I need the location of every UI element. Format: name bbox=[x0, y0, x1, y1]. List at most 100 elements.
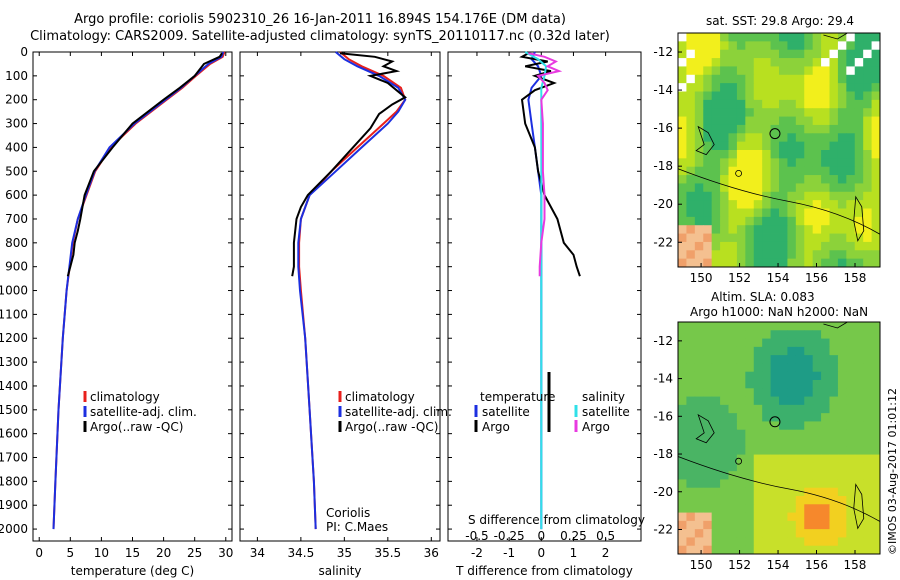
sla-map-cell bbox=[745, 388, 755, 397]
sst-map-cell bbox=[720, 108, 729, 117]
sst-map-cell bbox=[762, 108, 771, 117]
sst-map-cell bbox=[779, 166, 788, 176]
salinity-series-0 bbox=[298, 51, 407, 530]
sla-map-cell bbox=[770, 421, 780, 431]
sst-map-cell bbox=[736, 200, 746, 209]
sla-map-cell bbox=[837, 421, 847, 431]
sla-map-cell bbox=[686, 520, 696, 530]
sst-map-cell bbox=[711, 108, 721, 117]
sst-map-cell bbox=[871, 200, 881, 209]
sla-map-cell bbox=[770, 322, 780, 331]
sst-map-cell bbox=[821, 91, 830, 101]
sst-lat-label: -18 bbox=[653, 159, 673, 173]
sla-map-cell bbox=[736, 388, 746, 397]
sst-lon-label: 156 bbox=[805, 271, 828, 285]
sst-map-cell bbox=[863, 233, 872, 243]
sst-map-cell bbox=[770, 183, 780, 193]
sst-map-cell bbox=[720, 124, 729, 134]
sla-map-cell bbox=[762, 454, 771, 464]
sst-map-cell bbox=[678, 150, 687, 159]
sst-map-cell bbox=[762, 158, 771, 168]
sla-map-cell bbox=[686, 322, 696, 331]
sla-map-cell bbox=[837, 520, 847, 530]
sla-map-cell bbox=[736, 454, 746, 464]
sst-map-cell bbox=[703, 233, 713, 243]
sst-map-cell bbox=[686, 208, 696, 218]
sla-map-cell bbox=[787, 529, 797, 538]
sst-map-cell bbox=[694, 33, 704, 42]
temperature-xtick-label: 10 bbox=[94, 546, 109, 560]
sla-map-cell bbox=[762, 330, 771, 339]
sla-map-cell bbox=[821, 322, 830, 331]
salinity-series-2 bbox=[291, 52, 407, 277]
sla-map-cell bbox=[795, 454, 805, 464]
sst-map-cell bbox=[703, 208, 713, 218]
sla-map-cell bbox=[829, 454, 839, 464]
sla-map-cell bbox=[770, 396, 780, 406]
sla-map-cell bbox=[854, 396, 864, 406]
sla-map-cell bbox=[720, 371, 729, 381]
sla-map-cell bbox=[871, 363, 881, 373]
sst-map-cell bbox=[711, 175, 721, 184]
sla-map-cell bbox=[728, 512, 738, 522]
sst-map-cell bbox=[804, 200, 814, 209]
sla-map-cell bbox=[846, 371, 856, 381]
sla-map-cell bbox=[703, 322, 713, 331]
sst-map-cell bbox=[694, 41, 704, 51]
sst-map-cell bbox=[678, 91, 687, 101]
sst-map-cell bbox=[720, 133, 729, 143]
sla-map-cell bbox=[728, 429, 738, 439]
sla-map-cell bbox=[812, 496, 822, 505]
sst-map-cell bbox=[736, 241, 746, 251]
sla-map-cell bbox=[779, 421, 788, 431]
sst-map-cell bbox=[770, 33, 780, 42]
sla-map-cell bbox=[804, 322, 814, 331]
sla-map-cell bbox=[871, 380, 881, 389]
sst-map-cell bbox=[762, 150, 771, 159]
sla-map-cell bbox=[720, 388, 729, 397]
sla-map-cell bbox=[678, 529, 687, 538]
sla-map-cell bbox=[762, 471, 771, 480]
sla-map-cell bbox=[829, 355, 839, 364]
sla-map-cell bbox=[762, 338, 771, 348]
sla-map-cell bbox=[837, 545, 847, 555]
sst-map-cell bbox=[770, 66, 780, 76]
sla-map-cell bbox=[795, 421, 805, 431]
sst-map-cell bbox=[770, 116, 780, 126]
sst-map-cell bbox=[703, 108, 713, 117]
sst-map-cell bbox=[728, 116, 738, 126]
sst-map-cell bbox=[837, 99, 847, 109]
sst-map-cell bbox=[787, 208, 797, 218]
sst-map-cell bbox=[829, 133, 839, 143]
sst-map-cell bbox=[753, 91, 763, 101]
sst-map-cell bbox=[694, 141, 704, 151]
sst-map-cell bbox=[787, 133, 797, 143]
sst-map-cell bbox=[728, 41, 738, 51]
sst-map-cell bbox=[736, 250, 746, 260]
sst-map-cell bbox=[728, 208, 738, 218]
sst-map-cell bbox=[770, 133, 780, 143]
sst-map-cell bbox=[812, 41, 822, 51]
sst-map-cell bbox=[762, 208, 771, 218]
sla-map-cell bbox=[753, 520, 763, 530]
sla-map-cell bbox=[804, 363, 814, 373]
sla-map-cell bbox=[795, 380, 805, 389]
sst-map-cell bbox=[863, 250, 872, 260]
sla-map-cell bbox=[686, 363, 696, 373]
sla-map-cell bbox=[720, 537, 729, 547]
sla-map-cell bbox=[770, 537, 780, 547]
sla-map-cell bbox=[736, 446, 746, 455]
sst-map-cell bbox=[745, 241, 755, 251]
sst-map-cell bbox=[678, 250, 687, 260]
sst-map-cell bbox=[703, 158, 713, 168]
sst-lon-label: 158 bbox=[844, 271, 867, 285]
sst-map-cell bbox=[846, 91, 856, 101]
sst-map-cell bbox=[787, 116, 797, 126]
sst-map-cell bbox=[795, 49, 805, 59]
sla-map-cell bbox=[871, 330, 881, 339]
sst-map-cell bbox=[711, 141, 721, 151]
sst-map-cell bbox=[720, 141, 729, 151]
sla-map-cell bbox=[829, 462, 839, 472]
sst-map-cell bbox=[854, 49, 864, 59]
legend-s-satellite: satellite bbox=[582, 405, 630, 419]
